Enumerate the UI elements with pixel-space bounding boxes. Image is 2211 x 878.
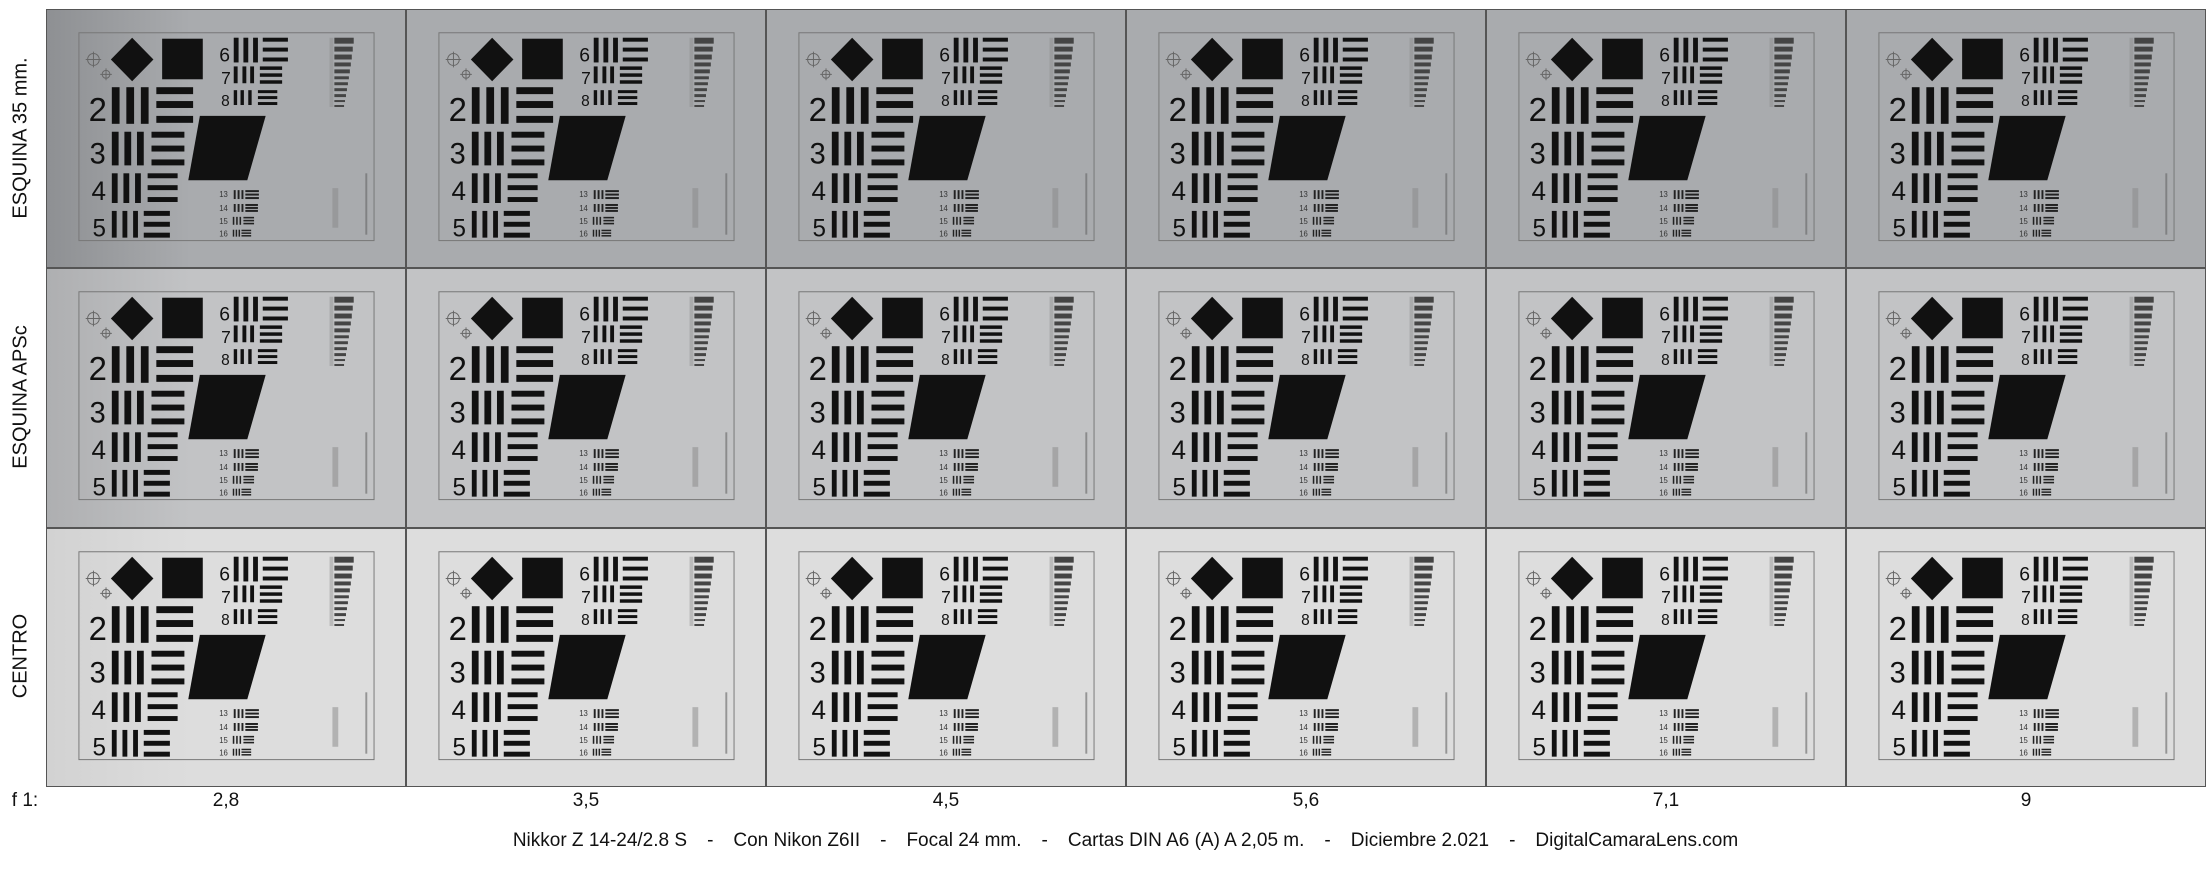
resolution-chart-crop [1847, 528, 2205, 786]
resolution-chart-crop [407, 528, 765, 786]
aperture-label: 3,5 [572, 790, 600, 811]
caption-part: Nikkor Z 14-24/2.8 S [512, 830, 688, 851]
resolution-chart-crop [407, 10, 765, 268]
caption-part: Cartas DIN A6 (A) A 2,05 m. [1067, 830, 1305, 851]
caption-part: Focal 24 mm. [906, 830, 1022, 851]
caption-separator: - [880, 830, 887, 851]
row-label: CENTRO [9, 613, 32, 699]
caption-separator: - [1509, 830, 1516, 851]
resolution-target [1127, 269, 1485, 526]
caption-separator: - [1324, 830, 1331, 851]
resolution-target [1847, 10, 2205, 267]
resolution-chart-crop [47, 10, 405, 268]
row-label: ESQUINA APSc [9, 325, 32, 469]
aperture-label: 7,1 [1652, 790, 1680, 811]
resolution-target [47, 269, 405, 526]
resolution-chart-crop [1127, 269, 1485, 527]
resolution-target [1487, 269, 1845, 526]
resolution-target [767, 10, 1125, 267]
caption-part: DigitalCamaraLens.com [1535, 830, 1739, 851]
resolution-chart-crop [1847, 10, 2205, 268]
row-label: ESQUINA 35 mm. [9, 57, 32, 219]
caption: Nikkor Z 14-24/2.8 S - Con Nikon Z6II - Foca… [0, 830, 2211, 852]
comparison-grid [46, 9, 2206, 787]
resolution-chart-crop [47, 269, 405, 527]
resolution-target [407, 10, 765, 267]
resolution-chart-crop [1127, 528, 1485, 786]
aperture-label: 2,8 [212, 790, 240, 811]
resolution-target [1487, 10, 1845, 267]
resolution-target [407, 529, 765, 786]
resolution-chart-crop [47, 528, 405, 786]
resolution-chart-crop [767, 10, 1125, 268]
caption-separator: - [1041, 830, 1048, 851]
resolution-chart-crop [1127, 10, 1485, 268]
resolution-chart-crop [1487, 10, 1845, 268]
aperture-label: 9 [2020, 790, 2032, 811]
resolution-target [1127, 529, 1485, 786]
resolution-chart-crop [1487, 269, 1845, 527]
resolution-chart-crop [407, 269, 765, 527]
aperture-prefix: f 1: [11, 790, 39, 811]
resolution-chart-crop [767, 528, 1125, 786]
caption-separator: - [707, 830, 714, 851]
resolution-target [1847, 269, 2205, 526]
resolution-target [47, 10, 405, 267]
resolution-chart-crop [1487, 528, 1845, 786]
resolution-chart-crop [767, 269, 1125, 527]
resolution-target [47, 529, 405, 786]
resolution-target [767, 529, 1125, 786]
caption-part: Diciembre 2.021 [1350, 830, 1490, 851]
aperture-label: 4,5 [932, 790, 960, 811]
resolution-target [1127, 10, 1485, 267]
resolution-target [767, 269, 1125, 526]
aperture-label: 5,6 [1292, 790, 1320, 811]
resolution-chart-crop [1847, 269, 2205, 527]
resolution-target [1487, 529, 1845, 786]
resolution-target [407, 269, 765, 526]
caption-part: Con Nikon Z6II [733, 830, 861, 851]
resolution-target [1847, 529, 2205, 786]
